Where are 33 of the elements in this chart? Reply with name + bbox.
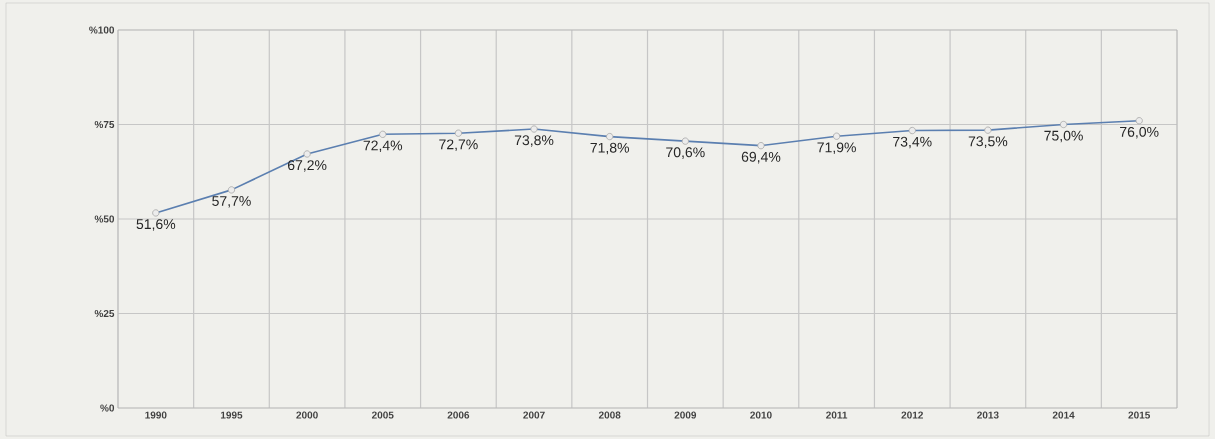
data-label: 71,8%: [590, 142, 630, 155]
data-label: 75,0%: [1044, 130, 1083, 143]
data-label: 57,7%: [212, 196, 251, 208]
x-tick-label: 1990: [145, 411, 167, 419]
data-label: 67,2%: [287, 160, 327, 172]
x-tick-label: 2000: [296, 411, 318, 419]
data-label: 71,9%: [817, 142, 856, 154]
data-label: 73,5%: [968, 136, 1008, 148]
x-tick-label: 2014: [1052, 411, 1075, 419]
data-label: 73,4%: [893, 136, 932, 149]
y-tick-label: %25: [94, 309, 115, 318]
x-tick-label: 2006: [447, 411, 470, 419]
data-label: 73,8%: [514, 135, 554, 147]
x-tick-label: 2015: [1128, 411, 1151, 419]
x-tick-label: 2012: [901, 411, 923, 419]
data-label: 72,7%: [439, 139, 478, 151]
x-tick-label: 2011: [826, 411, 848, 419]
data-label: 51,6%: [136, 219, 176, 231]
x-tick-label: 2009: [674, 411, 697, 419]
y-tick-label: %50: [94, 215, 115, 223]
data-label: 69,4%: [741, 151, 781, 164]
x-tick-label: 2005: [371, 411, 394, 419]
x-tick-label: 2008: [598, 411, 621, 419]
x-tick-label: 1995: [220, 411, 243, 419]
x-tick-label: 2010: [750, 411, 772, 419]
y-tick-label: %100: [89, 26, 115, 34]
x-tick-label: 2007: [523, 411, 545, 419]
y-tick-label: %0: [100, 404, 115, 412]
data-label: 70,6%: [666, 147, 705, 159]
data-label: 72,4%: [363, 140, 403, 153]
x-tick-label: 2013: [977, 411, 999, 419]
y-tick-label: %75: [94, 120, 115, 129]
data-label: 76,0%: [1120, 126, 1159, 139]
